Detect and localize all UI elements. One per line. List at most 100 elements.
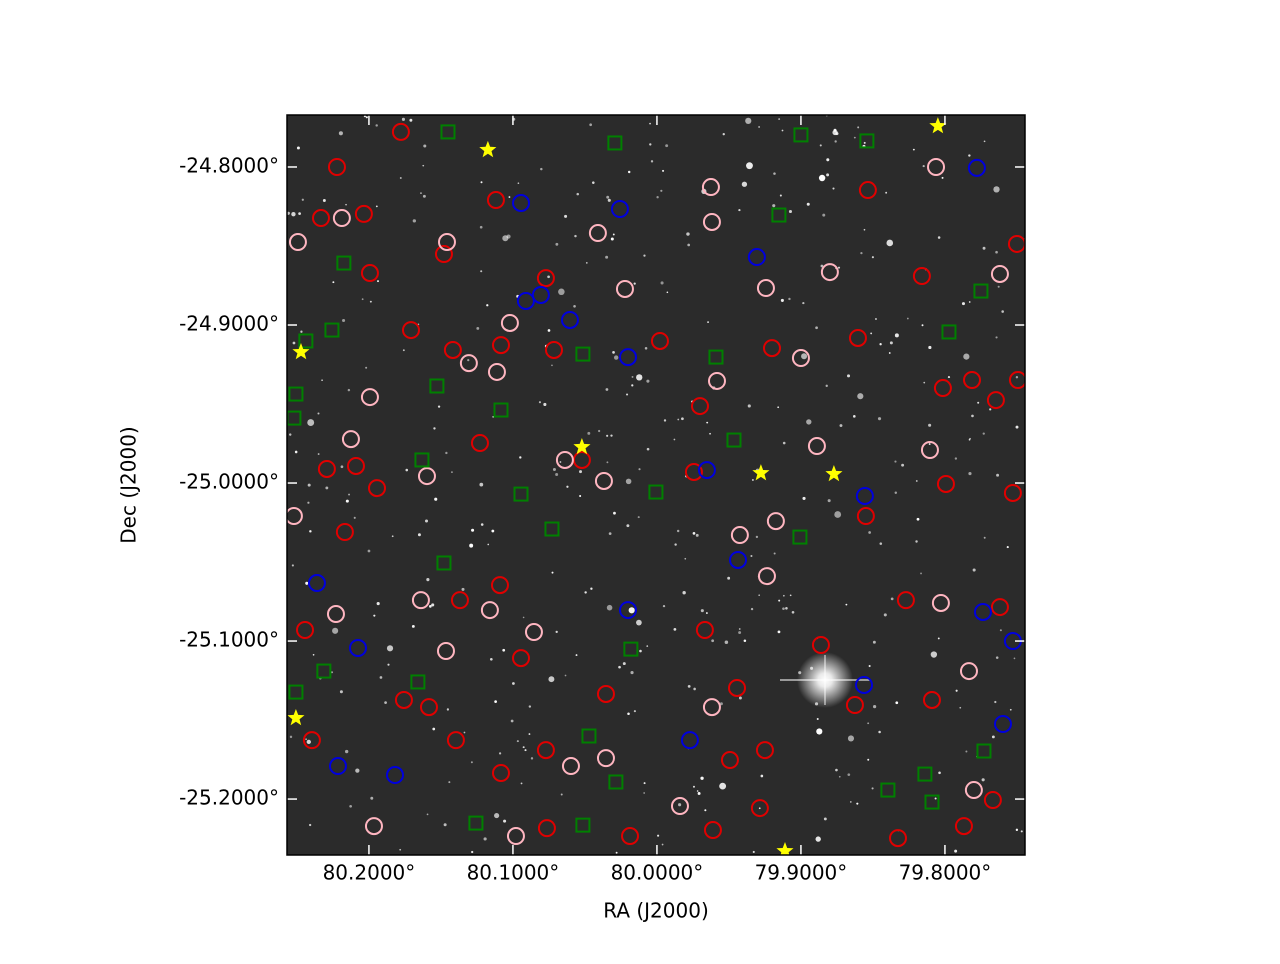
image-star bbox=[895, 701, 899, 705]
image-star bbox=[587, 431, 591, 435]
catalog-square bbox=[581, 728, 597, 744]
catalog-circle bbox=[618, 348, 637, 367]
image-star bbox=[847, 735, 855, 742]
catalog-circle bbox=[707, 371, 726, 390]
image-star bbox=[773, 172, 776, 175]
catalog-square bbox=[793, 127, 809, 143]
image-star bbox=[853, 136, 856, 139]
image-star bbox=[423, 144, 427, 148]
image-star bbox=[788, 297, 791, 301]
catalog-circle bbox=[855, 486, 874, 505]
catalog-square bbox=[648, 484, 664, 500]
image-star bbox=[724, 640, 729, 644]
image-star bbox=[606, 604, 613, 611]
image-star bbox=[305, 581, 309, 585]
image-star bbox=[405, 468, 409, 472]
image-star bbox=[758, 594, 760, 597]
image-star bbox=[778, 599, 781, 602]
image-star bbox=[662, 169, 665, 172]
image-star bbox=[993, 186, 1000, 193]
image-star bbox=[697, 792, 701, 795]
image-star bbox=[857, 126, 860, 129]
catalog-circle bbox=[596, 684, 615, 703]
image-star bbox=[479, 225, 483, 229]
image-star bbox=[886, 239, 894, 247]
catalog-circle bbox=[993, 715, 1012, 734]
catalog-circle bbox=[446, 731, 465, 750]
image-star bbox=[470, 761, 473, 764]
image-star bbox=[938, 771, 941, 775]
catalog-circle bbox=[391, 122, 410, 141]
image-star bbox=[959, 706, 962, 709]
image-star bbox=[709, 432, 711, 435]
image-star bbox=[437, 405, 441, 408]
catalog-circle bbox=[537, 819, 556, 838]
catalog-circle bbox=[855, 675, 874, 694]
image-star bbox=[625, 393, 629, 396]
catalog-circle bbox=[986, 391, 1005, 410]
image-star bbox=[752, 850, 755, 853]
image-star bbox=[937, 236, 941, 239]
image-star bbox=[853, 415, 856, 418]
image-star bbox=[348, 493, 350, 496]
image-star bbox=[815, 326, 818, 330]
image-star bbox=[401, 117, 405, 121]
image-star bbox=[741, 181, 748, 187]
catalog-circle bbox=[931, 593, 950, 612]
image-star bbox=[838, 775, 841, 778]
image-star bbox=[915, 480, 918, 482]
image-star bbox=[445, 451, 448, 455]
image-star bbox=[646, 447, 650, 451]
image-star bbox=[700, 776, 704, 780]
image-star bbox=[661, 843, 664, 846]
image-star bbox=[982, 432, 985, 435]
image-star bbox=[633, 710, 636, 713]
catalog-circle bbox=[588, 224, 607, 243]
image-star bbox=[863, 228, 866, 231]
catalog-circle bbox=[436, 641, 455, 660]
image-star bbox=[819, 144, 822, 147]
image-star bbox=[384, 701, 387, 704]
catalog-circle bbox=[437, 233, 456, 252]
image-star bbox=[727, 576, 731, 580]
image-star bbox=[834, 511, 842, 518]
image-star bbox=[506, 234, 511, 239]
image-star bbox=[954, 457, 958, 460]
catalog-circle bbox=[729, 550, 748, 569]
image-star bbox=[937, 637, 940, 640]
image-star bbox=[426, 578, 430, 582]
image-star bbox=[575, 654, 578, 657]
catalog-circle bbox=[288, 233, 307, 252]
catalog-circle bbox=[348, 638, 367, 657]
catalog-circle bbox=[296, 620, 314, 639]
catalog-circle bbox=[762, 339, 781, 358]
image-star bbox=[338, 131, 343, 136]
image-star bbox=[448, 781, 451, 784]
image-star bbox=[636, 374, 643, 381]
catalog-circle bbox=[973, 602, 992, 621]
catalog-square bbox=[513, 486, 529, 502]
image-star bbox=[429, 605, 432, 608]
image-star bbox=[686, 232, 690, 236]
image-star bbox=[758, 807, 761, 810]
catalog-circle bbox=[524, 623, 543, 642]
image-star bbox=[1013, 657, 1016, 660]
catalog-circle bbox=[555, 450, 574, 469]
image-star bbox=[399, 177, 402, 179]
catalog-circle bbox=[302, 731, 321, 750]
image-star bbox=[778, 118, 781, 120]
y-tick-label: -24.9000° bbox=[179, 312, 279, 336]
image-star bbox=[291, 564, 294, 567]
image-star bbox=[375, 124, 378, 127]
x-tick-label: 80.1000° bbox=[467, 861, 560, 885]
image-star bbox=[579, 494, 582, 497]
image-star bbox=[340, 465, 344, 469]
image-star bbox=[370, 796, 374, 800]
image-star bbox=[678, 803, 682, 807]
catalog-circle bbox=[701, 178, 720, 197]
image-star bbox=[292, 341, 296, 345]
catalog-circle bbox=[920, 440, 939, 459]
catalog-square bbox=[414, 452, 430, 468]
image-star bbox=[300, 330, 303, 333]
image-star bbox=[879, 343, 882, 346]
